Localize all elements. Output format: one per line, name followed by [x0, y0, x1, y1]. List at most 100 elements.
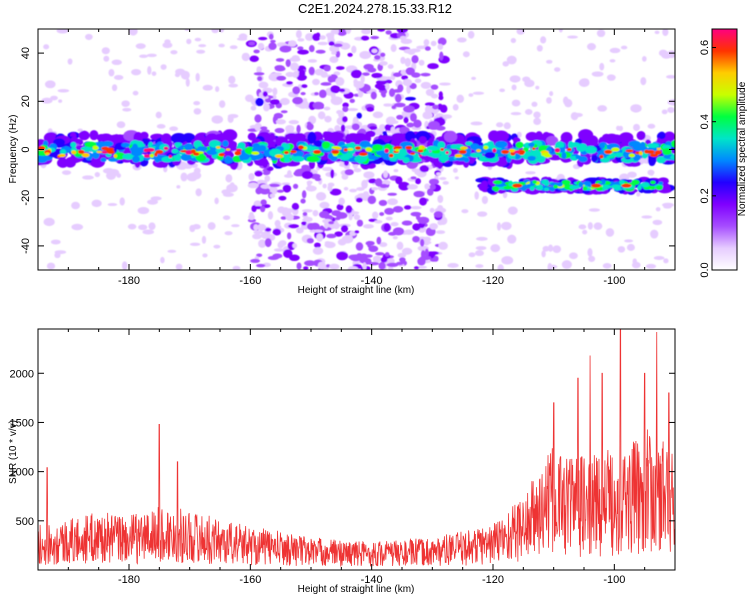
snr-frame	[37, 328, 676, 571]
spectrogram-cell	[314, 68, 324, 76]
spectrogram-cell	[637, 185, 642, 191]
spectrogram-cell	[627, 171, 637, 178]
spectrogram-cell	[640, 77, 647, 86]
spectrogram-cell	[194, 37, 202, 42]
spectrogram-cell	[456, 94, 465, 103]
spectrogram-cell	[297, 38, 305, 42]
spectrogram-cell	[481, 180, 488, 189]
spectrogram-cell	[432, 104, 439, 110]
spectrogram-cell	[374, 178, 383, 187]
spectrogram-cell	[362, 262, 367, 270]
spectrogram-cell	[183, 143, 194, 151]
spectrogram-cell	[131, 69, 142, 76]
spectrogram-cell	[61, 170, 72, 175]
spectrogram-cell	[215, 147, 226, 153]
spectrogram-cell	[268, 33, 274, 40]
spectrogram-y-ticks: -40 -20 0 20 40	[20, 47, 675, 254]
spectrogram-cell	[132, 143, 138, 151]
spectrogram-cell	[327, 75, 334, 83]
spectrogram-cell	[207, 222, 216, 230]
spectrogram-cell	[288, 40, 297, 47]
spectrogram-cell	[647, 123, 656, 129]
spectrogram-cell	[138, 224, 148, 231]
spectrogram-cell	[507, 206, 518, 215]
spectrogram-cell	[442, 181, 449, 185]
spectrogram-cell	[631, 179, 640, 185]
spectrogram-cell	[663, 205, 672, 209]
spectrogram-cell	[92, 145, 99, 150]
spectrogram-cell	[339, 154, 350, 161]
spectrogram-cell	[662, 29, 669, 36]
spectrogram-cell	[253, 72, 265, 76]
spectrogram-cell	[253, 49, 260, 54]
spectrogram-cell	[228, 144, 238, 152]
spectrogram-cell	[387, 192, 397, 196]
spectrogram-cell	[384, 148, 390, 154]
spectrogram-cell	[426, 145, 439, 151]
spectrogram-cell	[335, 147, 342, 150]
spectrogram-cell	[305, 33, 314, 41]
spectrogram-cell	[218, 153, 226, 157]
spectrogram-cell	[357, 89, 364, 98]
spectrogram-cell	[361, 29, 372, 35]
spectrogram-cell	[399, 35, 407, 41]
spectrogram-cell	[260, 184, 271, 189]
spectrogram-cell	[508, 148, 516, 153]
spectrogram-cell	[284, 143, 290, 150]
spectrogram-cell	[647, 154, 656, 166]
spectrogram-cell	[461, 209, 469, 214]
spectrogram-cell	[359, 140, 371, 148]
spectrogram-cell	[435, 230, 446, 235]
spectrogram-cell	[113, 152, 126, 160]
y-tick-label: 0	[20, 146, 32, 152]
spectrogram-cell	[503, 122, 511, 130]
spectrogram-cell	[350, 69, 362, 79]
spectrogram-cell	[285, 125, 294, 135]
spectrogram-cell	[360, 74, 365, 84]
spectrogram-cell	[438, 241, 448, 250]
spectrogram-cell	[292, 96, 304, 105]
spectrogram-cell	[365, 147, 373, 152]
spectrogram-cell	[315, 191, 327, 201]
spectrogram-cell	[149, 153, 155, 158]
spectrogram-cell	[263, 103, 270, 112]
y-tick-label: 20	[20, 95, 32, 107]
spectrogram-cell	[363, 171, 375, 179]
spectrogram-cell	[297, 46, 304, 51]
x-tick-label: -140	[361, 574, 383, 586]
spectrogram-cell	[379, 124, 386, 131]
x-tick-label: -120	[482, 275, 504, 287]
spectrogram-cell	[335, 50, 341, 58]
spectrogram-cell	[662, 144, 672, 150]
spectrogram-cell	[272, 87, 278, 96]
spectrogram-cell	[495, 149, 502, 155]
spectrogram-cell	[206, 149, 218, 156]
spectrogram-cell	[306, 123, 314, 131]
spectrogram-cell	[127, 223, 137, 230]
spectrogram-cell	[379, 183, 388, 189]
spectrogram-cell	[219, 29, 225, 33]
spectrogram-cell	[346, 148, 354, 151]
spectrogram-cell	[554, 67, 561, 72]
spectrogram-cell	[510, 37, 517, 44]
spectrogram-cell	[273, 248, 285, 252]
spectrogram-cell	[116, 121, 126, 129]
spectrogram-cell	[390, 221, 399, 227]
spectrogram-cell	[291, 156, 305, 162]
spectrogram-cell	[321, 227, 332, 231]
spectrogram-cell	[314, 140, 323, 148]
spectrogram-cell	[372, 211, 379, 220]
spectrogram-cell	[341, 116, 348, 123]
spectrogram-cell	[393, 102, 406, 108]
spectrogram-cell	[355, 197, 363, 203]
spectrogram-cell	[439, 82, 451, 86]
spectrogram-cell	[650, 229, 659, 239]
spectrogram-cell	[84, 141, 97, 148]
spectrogram-cell	[541, 152, 550, 157]
spectrogram-cell	[454, 153, 463, 158]
spectrogram-cell	[229, 45, 238, 50]
spectrogram-cell	[323, 106, 331, 111]
spectrogram-cell	[241, 52, 250, 62]
spectrogram-cell	[147, 199, 159, 205]
spectrogram-cell	[285, 213, 294, 221]
